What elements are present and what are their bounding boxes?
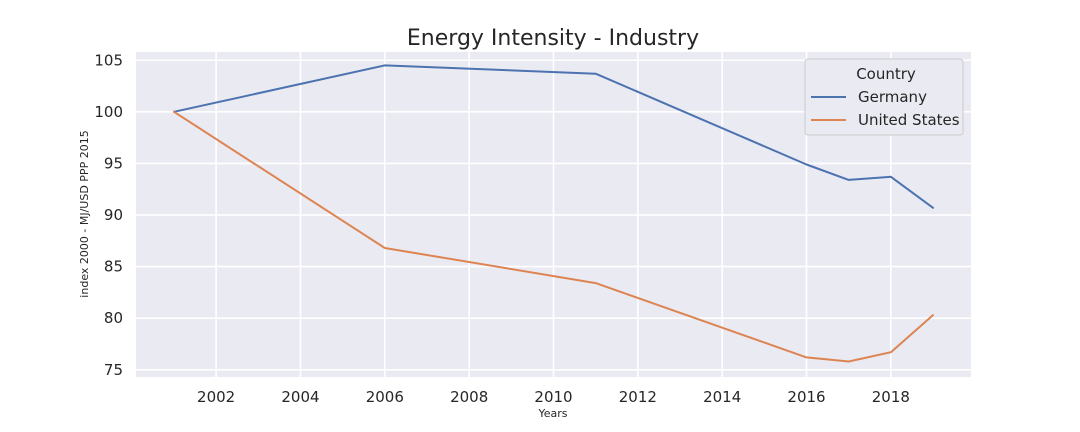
legend: Country Germany United States: [804, 58, 964, 136]
y-tick-label: 95: [104, 154, 123, 172]
x-tick-label: 2006: [366, 388, 404, 406]
x-tick-label: 2004: [281, 388, 319, 406]
x-tick-label: 2002: [197, 388, 235, 406]
chart-title: Energy Intensity - Industry: [407, 26, 699, 51]
x-tick-label: 2016: [787, 388, 825, 406]
legend-label-united-states: United States: [858, 111, 960, 129]
y-tick-label: 90: [104, 206, 123, 224]
series-lines: [173, 64, 934, 363]
x-tick-label: 2008: [450, 388, 488, 406]
x-tick-label: 2014: [703, 388, 741, 406]
y-tick-labels: 75 80 85 90 95 100 105: [94, 51, 123, 379]
y-axis-label: index 2000 - MJ/USD PPP 2015: [78, 130, 91, 297]
legend-label-germany: Germany: [858, 88, 927, 106]
series-line-united-states: [173, 110, 934, 363]
x-tick-label: 2018: [872, 388, 910, 406]
legend-title: Country: [856, 65, 916, 83]
y-tick-label: 100: [94, 103, 123, 121]
legend-box: [804, 58, 964, 136]
y-tick-label: 85: [104, 258, 123, 276]
x-tick-label: 2012: [619, 388, 657, 406]
y-tick-label: 80: [104, 309, 123, 327]
y-tick-label: 75: [104, 361, 123, 379]
y-tick-label: 105: [94, 51, 123, 69]
x-tick-label: 2010: [534, 388, 572, 406]
series-line-germany: [173, 64, 934, 209]
x-axis-label: Years: [537, 407, 567, 420]
x-tick-labels: 2002 2004 2006 2008 2010 2012 2014 2016 2018: [197, 388, 910, 406]
